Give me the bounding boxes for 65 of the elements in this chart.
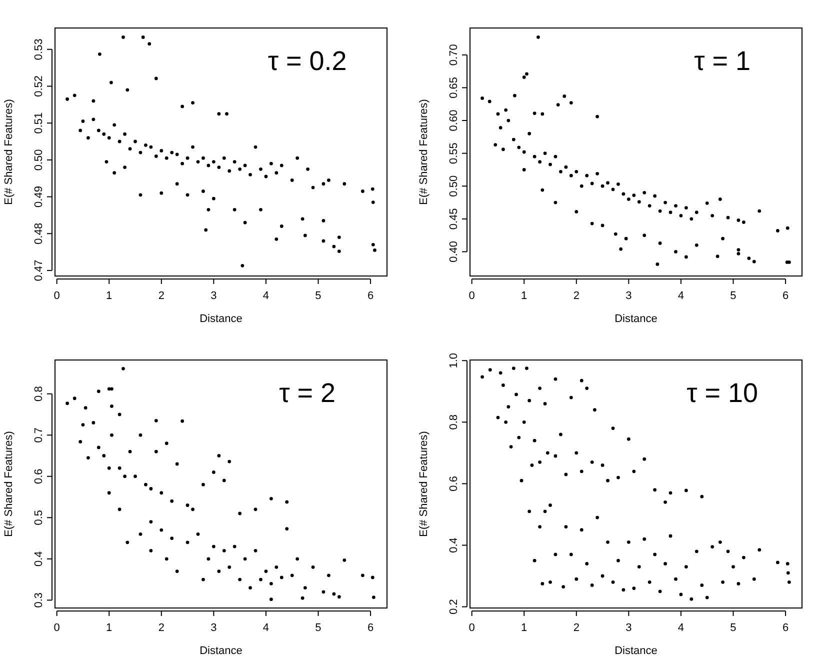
y-tick-label: 0.4 [32, 551, 45, 567]
x-tick-label: 5 [730, 290, 736, 302]
y-tick-label: 0.50 [32, 149, 45, 171]
y-axis-title: E(# Shared Features) [3, 431, 15, 537]
x-tick-label: 5 [730, 622, 736, 634]
x-tick-label: 4 [262, 622, 270, 634]
y-tick-label: 0.6 [448, 476, 460, 492]
x-tick-label: 3 [626, 622, 632, 634]
y-axis-title: E(# Shared Features) [418, 431, 430, 537]
y-tick-label: 0.47 [32, 260, 45, 282]
y-tick-label: 0.4 [448, 538, 460, 553]
x-tick-label: 5 [315, 622, 322, 634]
x-tick-label: 2 [573, 290, 580, 302]
y-tick-label: 0.49 [32, 186, 45, 208]
x-tick-label: 0 [54, 290, 60, 302]
y-tick-label: 0.53 [32, 38, 45, 60]
x-tick-label: 1 [106, 290, 112, 302]
x-tick-label: 0 [54, 622, 60, 634]
x-tick-label: 3 [210, 622, 217, 634]
y-tick-label: 0.65 [448, 76, 460, 98]
x-axis-title: Distance [200, 313, 242, 325]
y-axis-title: E(# Shared Features) [3, 99, 15, 205]
y-tick-label: 0.45 [448, 208, 460, 230]
x-tick-label: 6 [782, 290, 789, 302]
x-tick-label: 4 [262, 290, 270, 302]
y-tick-label: 1.0 [448, 352, 460, 368]
y-tick-label: 0.7 [32, 427, 45, 443]
x-tick-label: 1 [521, 622, 528, 634]
y-tick-label: 0.52 [32, 76, 45, 97]
y-axis-title: E(# Shared Features) [418, 99, 430, 205]
x-axis-title: Distance [200, 645, 242, 657]
y-tick-label: 0.55 [448, 142, 460, 164]
x-tick-label: 6 [367, 290, 374, 302]
text: τ = 0.2 [268, 46, 347, 76]
text: τ = 1 [694, 46, 751, 76]
y-tick-label: 0.48 [32, 222, 45, 244]
x-tick-label: 4 [678, 290, 684, 302]
y-tick-label: 0.5 [32, 510, 45, 526]
x-tick-label: 6 [367, 622, 374, 634]
x-axis-title: Distance [614, 645, 658, 657]
x-axis-title: Distance [614, 313, 658, 325]
y-tick-label: 0.40 [448, 241, 460, 262]
y-tick-label: 0.8 [448, 414, 460, 430]
text: τ = 10 [686, 378, 758, 408]
x-tick-label: 2 [158, 622, 164, 634]
x-tick-label: 5 [315, 290, 322, 302]
x-tick-label: 2 [573, 622, 580, 634]
x-tick-label: 4 [678, 622, 684, 634]
x-tick-label: 6 [782, 622, 789, 634]
y-tick-label: 0.51 [32, 112, 45, 134]
y-tick-label: 0.70 [448, 44, 460, 66]
text: τ = 2 [279, 378, 336, 408]
x-tick-label: 0 [468, 622, 475, 634]
y-tick-label: 0.2 [448, 599, 460, 614]
x-tick-label: 1 [106, 622, 112, 634]
y-tick-label: 0.60 [448, 110, 460, 132]
y-tick-label: 0.3 [32, 592, 45, 608]
y-tick-label: 0.50 [448, 175, 460, 197]
x-tick-label: 1 [521, 290, 528, 302]
y-tick-label: 0.6 [32, 468, 45, 484]
y-tick-label: 0.8 [32, 386, 45, 402]
x-tick-label: 2 [158, 290, 164, 302]
x-tick-label: 0 [468, 290, 475, 302]
x-tick-label: 3 [210, 290, 217, 302]
x-tick-label: 3 [626, 290, 632, 302]
